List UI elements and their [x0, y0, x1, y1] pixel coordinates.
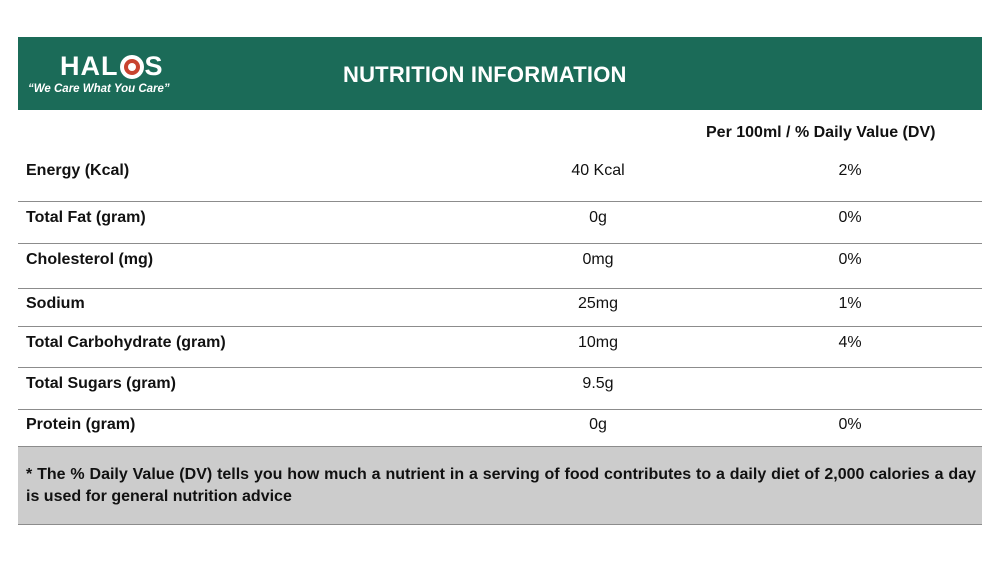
table-row: Total Fat (gram) 0g 0% [18, 202, 982, 244]
page-title: NUTRITION INFORMATION [343, 62, 627, 87]
brand-name-part1: HAL [60, 51, 119, 81]
nutrient-value: 0g [589, 416, 607, 433]
nutrient-value: 40 Kcal [571, 162, 625, 179]
nutrient-value: 25mg [577, 295, 619, 312]
nutrient-value: 0mg [582, 251, 614, 268]
nutrient-name: Energy (Kcal) [26, 162, 130, 179]
daily-value-footnote: * The % Daily Value (DV) tells you how m… [18, 447, 982, 525]
nutrient-name: Total Carbohydrate (gram) [26, 334, 226, 351]
table-row: Sodium 25mg 1% [18, 289, 982, 327]
table-row: Energy (Kcal) 40 Kcal 2% [18, 148, 982, 202]
nutrient-value: 9.5g [582, 375, 614, 392]
table-row: Cholesterol (mg) 0mg 0% [18, 244, 982, 289]
nutrient-daily-value: 1% [838, 295, 862, 312]
nutrient-name: Total Sugars (gram) [26, 375, 176, 392]
header-banner: HAL S “We Care What You Care” NUTRITION I… [18, 37, 982, 110]
nutrient-value: 0g [589, 209, 607, 226]
target-circle-icon [119, 54, 144, 79]
nutrient-daily-value: 0% [838, 416, 862, 433]
footnote-text: * The % Daily Value (DV) tells you how m… [26, 466, 976, 505]
table-row: Protein (gram) 0g 0% [18, 410, 982, 447]
nutrient-daily-value: 4% [838, 334, 862, 351]
nutrient-name: Total Fat (gram) [26, 209, 146, 226]
nutrient-value: 10mg [577, 334, 619, 351]
nutrient-daily-value: 2% [838, 162, 862, 179]
nutrient-daily-value: 0% [838, 209, 862, 226]
nutrient-daily-value: 0% [838, 251, 862, 268]
table-row: Total Sugars (gram) 9.5g [18, 368, 982, 410]
nutrient-name: Sodium [26, 295, 85, 312]
table-row: Total Carbohydrate (gram) 10mg 4% [18, 327, 982, 368]
nutrient-name: Protein (gram) [26, 416, 136, 433]
column-header: Per 100ml / % Daily Value (DV) [706, 124, 936, 141]
brand-name-part2: S [144, 51, 164, 81]
nutrient-name: Cholesterol (mg) [26, 251, 154, 268]
brand-tagline: “We Care What You Care” [28, 83, 170, 95]
brand-logo: HAL S [60, 53, 164, 80]
